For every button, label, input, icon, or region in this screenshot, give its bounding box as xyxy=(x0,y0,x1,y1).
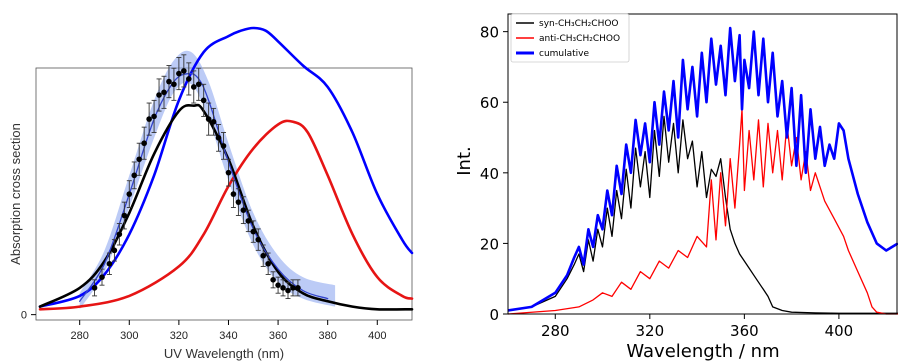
left-series-line-1 xyxy=(38,119,414,311)
data-point xyxy=(255,228,262,251)
data-point xyxy=(111,239,118,262)
data-point xyxy=(161,75,167,109)
data-point xyxy=(141,126,147,160)
left-chart: 280 300 320 340 360 380 400 0 UV Wavelength (nm… xyxy=(8,26,414,361)
data-point xyxy=(190,70,197,104)
data-point xyxy=(275,276,281,294)
right-axes: 280 320 360 400 0 20 40 60 80 xyxy=(480,13,898,340)
legend-label-cumulative: cumulative xyxy=(539,49,589,59)
data-point xyxy=(151,99,157,133)
data-point xyxy=(116,223,123,246)
data-point xyxy=(156,78,162,112)
right-x-tick-label: 400 xyxy=(825,322,854,340)
data-point xyxy=(146,102,152,136)
data-point xyxy=(200,83,207,117)
right-y-axis-label: Int. xyxy=(454,146,475,176)
data-point xyxy=(106,252,113,275)
data-point xyxy=(260,244,267,267)
right-y-tick-label: 20 xyxy=(480,235,499,253)
data-point xyxy=(195,67,202,101)
left-y-tick-label: 0 xyxy=(21,310,27,322)
data-point xyxy=(290,279,296,297)
data-point xyxy=(230,180,237,208)
data-point xyxy=(285,282,291,300)
legend-label-syn: syn-CH₃CH₂CHOO xyxy=(539,19,619,29)
data-point xyxy=(171,67,177,101)
right-y-tick-label: 80 xyxy=(480,24,499,42)
right-x-tick-label: 360 xyxy=(730,322,759,340)
data-point xyxy=(225,158,232,187)
data-point xyxy=(181,54,187,88)
data-point xyxy=(245,209,252,233)
right-plot-frame xyxy=(507,13,898,315)
data-point xyxy=(136,142,142,176)
data-point xyxy=(210,107,217,136)
data-point xyxy=(295,279,301,297)
data-point xyxy=(280,279,286,297)
right-y-tick-label: 40 xyxy=(480,165,499,183)
left-x-tick-label: 300 xyxy=(120,330,138,342)
left-x-tick-label: 320 xyxy=(170,330,188,342)
data-point xyxy=(220,132,227,160)
left-x-axis-label: UV Wavelength (nm) xyxy=(164,346,284,361)
data-point xyxy=(186,62,192,96)
left-axes: 280 300 320 340 360 380 400 0 xyxy=(21,310,387,342)
data-point xyxy=(235,188,242,216)
left-series-line-0 xyxy=(38,26,414,308)
data-point xyxy=(215,124,222,152)
right-chart: 280 320 360 400 0 20 40 60 80 Wavelength / nm In… xyxy=(454,13,898,361)
left-data-points xyxy=(91,54,301,300)
left-plot-frame xyxy=(35,67,413,321)
right-legend: syn-CH₃CH₂CHOO anti-CH₃CH₂CHOO cumulativ… xyxy=(510,13,630,63)
left-confidence-band xyxy=(79,50,336,310)
right-x-axis-label: Wavelength / nm xyxy=(626,341,779,361)
right-x-tick-label: 320 xyxy=(635,322,664,340)
data-point xyxy=(250,220,257,243)
data-point xyxy=(166,65,172,99)
left-y-axis-label: Absorption cross section xyxy=(8,123,23,265)
right-series-line-1 xyxy=(507,108,898,315)
data-point xyxy=(91,279,98,297)
data-point xyxy=(121,201,128,230)
data-point xyxy=(265,252,271,275)
data-point xyxy=(126,180,133,208)
data-point xyxy=(131,161,138,190)
right-series-line-0 xyxy=(507,115,898,314)
right-x-tick-label: 280 xyxy=(541,322,570,340)
data-point xyxy=(205,102,212,136)
left-x-tick-label: 360 xyxy=(269,330,287,342)
data-point xyxy=(240,196,247,225)
left-x-tick-label: 400 xyxy=(368,330,386,342)
right-series-line-2 xyxy=(507,26,898,312)
data-point xyxy=(270,271,276,289)
left-series-line-2 xyxy=(38,103,414,311)
left-x-tick-label: 340 xyxy=(219,330,237,342)
legend-label-anti: anti-CH₃CH₂CHOO xyxy=(539,34,620,44)
data-point xyxy=(99,268,105,286)
right-y-tick-label: 0 xyxy=(489,306,499,324)
right-y-tick-label: 60 xyxy=(480,94,499,112)
data-point xyxy=(176,57,182,91)
right-series-group xyxy=(507,26,898,315)
legend-frame xyxy=(510,13,630,63)
uncertainty-band xyxy=(79,50,336,310)
left-x-tick-label: 380 xyxy=(319,330,337,342)
left-x-tick-label: 280 xyxy=(71,330,89,342)
